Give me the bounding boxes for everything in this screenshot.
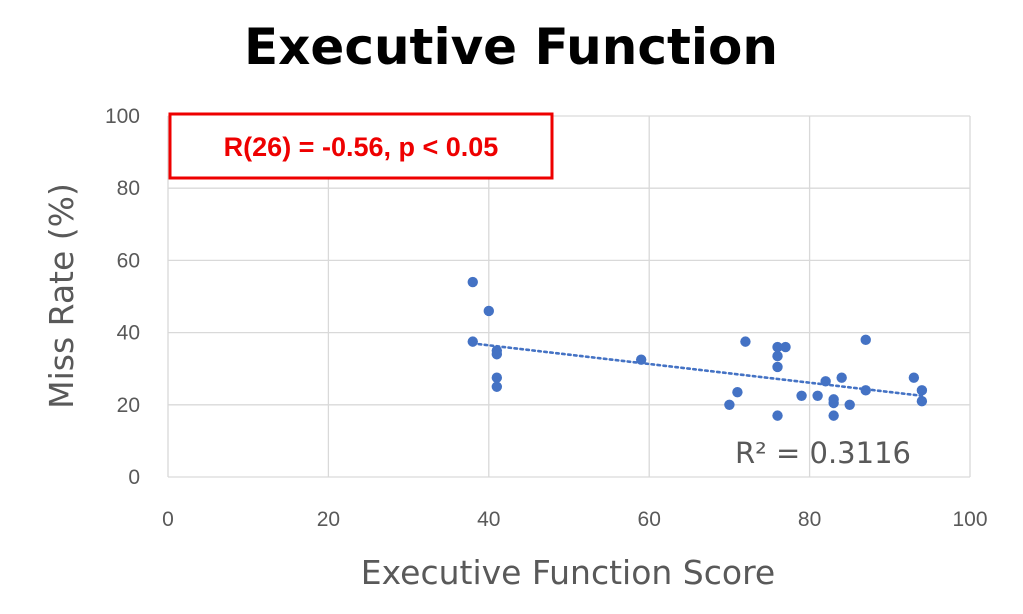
data-point — [467, 336, 478, 347]
y-tick-label: 20 — [117, 394, 140, 417]
data-point — [483, 305, 494, 317]
data-point — [812, 390, 823, 401]
x-tick-label: 20 — [317, 508, 340, 531]
data-point — [491, 381, 503, 392]
trendline — [471, 342, 924, 398]
y-axis-label: Miss Rate (%) — [42, 183, 81, 409]
y-tick-label: 0 — [128, 466, 140, 489]
data-point — [772, 350, 783, 362]
x-tick-label: 100 — [952, 508, 987, 531]
stat-box-text: R(26) = -0.56, p < 0.05 — [224, 132, 499, 162]
data-point — [724, 399, 735, 410]
data-point — [467, 276, 478, 288]
y-tick-label: 100 — [105, 105, 140, 128]
data-point — [828, 397, 839, 409]
data-points — [467, 276, 928, 421]
stat-box — [168, 112, 554, 180]
x-axis-label: Executive Function Score — [361, 553, 775, 592]
x-tick-label: 0 — [162, 508, 174, 531]
data-point — [908, 372, 920, 383]
data-point — [836, 372, 847, 383]
y-tick-label: 60 — [117, 249, 140, 272]
data-point — [860, 334, 871, 346]
data-point — [772, 410, 783, 421]
y-tick-labels: 0 20 40 60 80 100 — [105, 105, 140, 489]
x-tick-label: 40 — [477, 508, 500, 531]
x-tick-label: 80 — [798, 508, 821, 531]
data-point — [491, 372, 503, 383]
data-point — [860, 385, 871, 396]
data-point — [732, 386, 743, 398]
data-point — [740, 336, 751, 347]
data-point — [820, 376, 831, 387]
data-point — [916, 385, 928, 396]
data-point — [844, 399, 855, 410]
data-point — [916, 395, 928, 407]
y-tick-label: 40 — [117, 322, 140, 345]
chart-title: Executive Function — [244, 18, 778, 76]
data-point — [772, 361, 783, 373]
trendline-group — [471, 342, 924, 398]
y-tick-label: 80 — [117, 177, 140, 200]
data-point — [635, 354, 647, 365]
x-tick-label: 60 — [638, 508, 661, 531]
r-squared-label: R² = 0.3116 — [735, 436, 911, 470]
x-tick-labels: 0 20 40 60 80 100 — [162, 508, 987, 531]
data-point — [828, 410, 839, 421]
data-point — [491, 349, 503, 360]
data-point — [772, 341, 783, 353]
data-point — [780, 341, 791, 353]
data-point — [796, 390, 807, 401]
